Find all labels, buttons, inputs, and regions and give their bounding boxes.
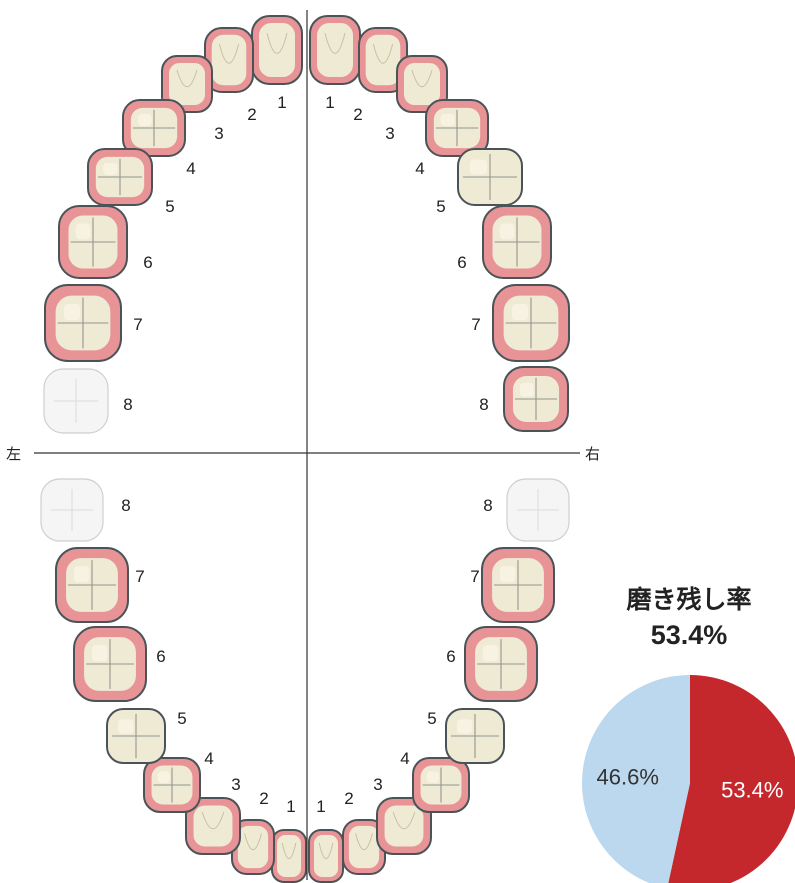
tooth-number-label: 1	[325, 93, 334, 112]
tooth-upper-right-3[interactable]	[396, 55, 448, 113]
tooth-number-label: 2	[353, 105, 362, 124]
tooth-lower-left-1[interactable]	[271, 829, 307, 883]
plaque-rate-pie: 53.4% 46.6%	[582, 675, 795, 883]
tooth-number-label: 7	[133, 315, 142, 334]
tooth-number-label: 8	[121, 496, 130, 515]
tooth-number-label: 2	[259, 789, 268, 808]
tooth-upper-left-5[interactable]	[87, 148, 153, 206]
pie-label-remaining: 53.4%	[721, 778, 783, 803]
tooth-lower-left-3[interactable]	[185, 797, 241, 855]
plaque-summary: 磨き残し率 53.4%	[584, 580, 794, 651]
tooth-lower-left-7[interactable]	[55, 547, 129, 623]
tooth-upper-right-6[interactable]	[482, 205, 552, 279]
tooth-lower-right-8[interactable]	[506, 478, 570, 542]
tooth-upper-right-8[interactable]	[503, 366, 569, 432]
tooth-lower-right-2[interactable]	[342, 819, 386, 875]
tooth-lower-right-5[interactable]	[445, 708, 505, 764]
summary-rate: 53.4%	[650, 620, 728, 650]
tooth-lower-right-1[interactable]	[308, 829, 344, 883]
tooth-number-label: 2	[247, 105, 256, 124]
tooth-number-label: 5	[427, 709, 436, 728]
summary-title: 磨き残し率	[626, 585, 752, 614]
tooth-lower-left-6[interactable]	[73, 626, 147, 702]
tooth-number-label: 4	[400, 749, 409, 768]
tooth-upper-right-1[interactable]	[309, 15, 361, 85]
tooth-upper-right-7[interactable]	[492, 284, 570, 362]
tooth-number-label: 8	[479, 395, 488, 414]
tooth-number-label: 4	[204, 749, 213, 768]
tooth-number-label: 1	[316, 797, 325, 816]
tooth-number-label: 3	[231, 775, 240, 794]
tooth-number-label: 2	[344, 789, 353, 808]
tooth-number-label: 4	[186, 159, 195, 178]
tooth-number-label: 3	[214, 124, 223, 143]
tooth-lower-right-4[interactable]	[412, 757, 470, 813]
tooth-lower-right-3[interactable]	[376, 797, 432, 855]
tooth-upper-left-4[interactable]	[122, 99, 186, 157]
tooth-upper-left-6[interactable]	[58, 205, 128, 279]
left-side-label: 左	[6, 445, 21, 463]
tooth-number-label: 6	[156, 647, 165, 666]
tooth-lower-right-6[interactable]	[464, 626, 538, 702]
tooth-upper-left-2[interactable]	[204, 27, 254, 93]
tooth-number-label: 3	[373, 775, 382, 794]
tooth-upper-right-2[interactable]	[358, 27, 408, 93]
tooth-lower-left-4[interactable]	[143, 757, 201, 813]
right-side-label: 右	[585, 445, 600, 463]
tooth-upper-right-5[interactable]	[457, 148, 523, 206]
tooth-number-label: 8	[483, 496, 492, 515]
tooth-number-label: 1	[277, 93, 286, 112]
tooth-upper-left-7[interactable]	[44, 284, 122, 362]
tooth-upper-left-3[interactable]	[161, 55, 213, 113]
tooth-lower-left-2[interactable]	[231, 819, 275, 875]
tooth-upper-left-8[interactable]	[43, 368, 109, 434]
tooth-lower-right-7[interactable]	[481, 547, 555, 623]
tooth-number-label: 6	[446, 647, 455, 666]
tooth-number-label: 8	[123, 395, 132, 414]
pie-slice-clean	[582, 675, 690, 883]
tooth-number-label: 5	[165, 197, 174, 216]
tooth-number-label: 3	[385, 124, 394, 143]
tooth-number-label: 1	[286, 797, 295, 816]
tooth-number-label: 5	[436, 197, 445, 216]
pie-label-clean: 46.6%	[597, 764, 659, 789]
tooth-number-label: 6	[143, 253, 152, 272]
tooth-number-label: 4	[415, 159, 424, 178]
tooth-number-label: 7	[135, 567, 144, 586]
pie-slice-remaining	[668, 675, 795, 883]
tooth-number-label: 7	[471, 315, 480, 334]
tooth-lower-left-8[interactable]	[40, 478, 104, 542]
tooth-lower-left-5[interactable]	[106, 708, 166, 764]
tooth-upper-left-1[interactable]	[251, 15, 303, 85]
tooth-number-label: 5	[177, 709, 186, 728]
tooth-upper-right-4[interactable]	[425, 99, 489, 157]
tooth-number-label: 6	[457, 253, 466, 272]
tooth-number-label: 7	[470, 567, 479, 586]
